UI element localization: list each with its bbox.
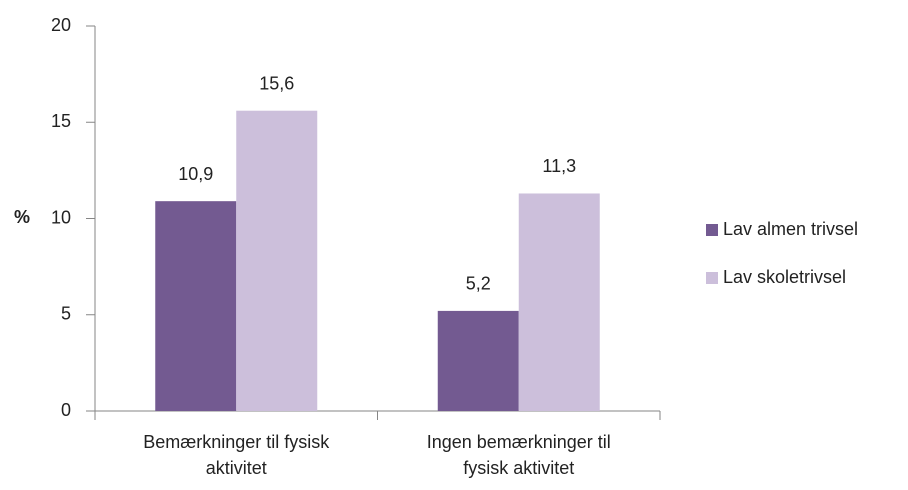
y-axis-label: % [14, 207, 30, 227]
bar [518, 193, 600, 411]
data-label: 15,6 [259, 73, 294, 93]
bar [437, 310, 519, 411]
legend-label: Lav skoletrivsel [723, 267, 846, 287]
y-tick-label: 0 [61, 400, 71, 420]
y-tick-label: 15 [51, 111, 71, 131]
data-label: 5,2 [466, 274, 491, 294]
x-tick-label: Bemærkninger til fysisk aktivitet [143, 432, 330, 478]
y-tick-label: 20 [51, 15, 71, 35]
x-tick-label: Ingen bemærkninger til fysisk aktivitet [427, 432, 611, 478]
data-label: 11,3 [542, 156, 576, 176]
y-tick-label: 5 [61, 304, 71, 324]
bar [155, 201, 237, 411]
legend-swatch [706, 272, 718, 284]
data-label: 10,9 [178, 164, 213, 184]
legend-label: Lav almen trivsel [723, 219, 858, 239]
bar [236, 110, 318, 411]
y-tick-label: 10 [51, 207, 71, 227]
legend-swatch [706, 224, 718, 236]
